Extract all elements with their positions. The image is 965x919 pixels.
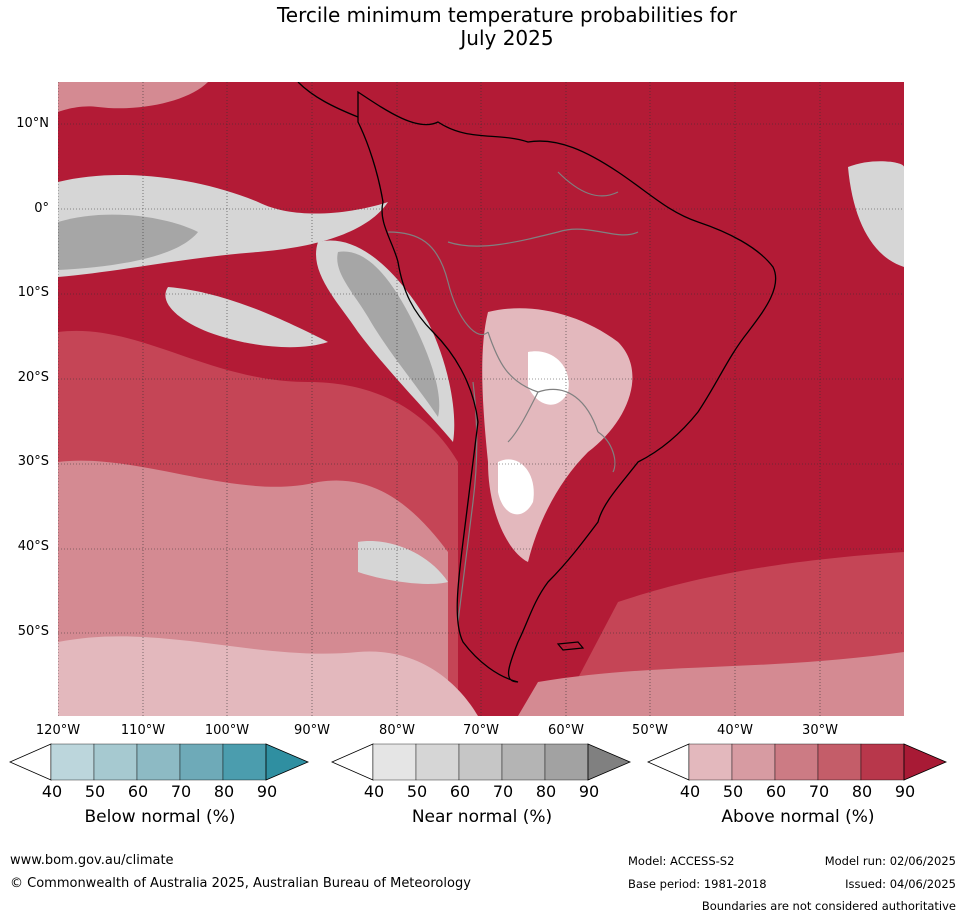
near-bin-2: [458, 743, 503, 781]
boundaries-disclaimer: Boundaries are not considered authoritat…: [701, 899, 956, 913]
above-bin-1: [731, 743, 776, 781]
bom-url[interactable]: www.bom.gov.au/climate: [10, 853, 174, 868]
above-tick-50: 50: [722, 782, 744, 801]
lon-label-50w: 50°W: [632, 723, 668, 738]
country-borders: [387, 171, 639, 623]
north-pale-patch: [58, 82, 208, 112]
above-tick-70: 70: [808, 782, 830, 801]
lon-label-40w: 40°W: [717, 723, 753, 738]
above-lower-extension: [647, 743, 690, 781]
copyright-notice: © Commonwealth of Australia 2025, Austra…: [10, 876, 471, 891]
map-title: Tercile minimum temperature probabilitie…: [0, 4, 965, 50]
below-bin-0: [50, 743, 95, 781]
near-normal-title: Near normal (%): [411, 807, 553, 827]
lat-label-40s: 40°S: [17, 539, 49, 554]
colorbar-near: [331, 743, 633, 785]
lon-label-70w: 70°W: [463, 723, 499, 738]
issued-date: Issued: 04/06/2025: [845, 877, 956, 891]
below-tick-40: 40: [41, 782, 63, 801]
lat-label-30s: 30°S: [17, 454, 49, 469]
east-pacific-near: [848, 161, 904, 267]
south-america-coastline: [357, 90, 777, 683]
below-tick-60: 60: [127, 782, 149, 801]
below-bin-3: [179, 743, 224, 781]
central-america-coastline: [297, 82, 359, 118]
lat-label-10s: 10°S: [17, 285, 49, 300]
lat-label-20s: 20°S: [17, 370, 49, 385]
lon-label-30w: 30°W: [802, 723, 838, 738]
below-normal-title: Below normal (%): [84, 807, 236, 827]
map-gridlines: [58, 82, 904, 716]
lon-label-100w: 100°W: [204, 723, 250, 738]
lat-label-0: 0°: [34, 201, 49, 216]
near-bin-0: [372, 743, 417, 781]
below-tick-50: 50: [84, 782, 106, 801]
lon-label-90w: 90°W: [294, 723, 330, 738]
model-name: Model: ACCESS-S2: [628, 854, 735, 868]
probability-map: [58, 82, 904, 716]
southern-pale-band: [58, 636, 478, 716]
colorbar-below: [9, 743, 311, 785]
below-bin-2: [136, 743, 181, 781]
pacific-near-band: [165, 287, 328, 348]
near-bin-1: [415, 743, 460, 781]
near-tick-70: 70: [492, 782, 514, 801]
below-lower-extension: [9, 743, 52, 781]
near-upper-extension: [587, 743, 632, 781]
lon-label-110w: 110°W: [120, 723, 166, 738]
above-bin-4: [860, 743, 905, 781]
above-tick-90: 90: [894, 782, 916, 801]
near-tick-80: 80: [535, 782, 557, 801]
above-tick-60: 60: [765, 782, 787, 801]
above-bin-0: [688, 743, 733, 781]
lat-label-10n: 10°N: [16, 116, 49, 131]
lon-label-120w: 120°W: [35, 723, 81, 738]
near-tick-90: 90: [578, 782, 600, 801]
near-tick-60: 60: [449, 782, 471, 801]
falkland-islands: [556, 641, 585, 651]
far-south-light: [518, 652, 904, 716]
near-tick-40: 40: [363, 782, 385, 801]
chile-near: [358, 541, 448, 584]
base-period: Base period: 1981-2018: [628, 877, 767, 891]
title-line-2: July 2025: [460, 26, 554, 50]
near-tick-50: 50: [406, 782, 428, 801]
above-upper-extension: [903, 743, 948, 781]
above-normal-title: Above normal (%): [721, 807, 875, 827]
below-tick-70: 70: [170, 782, 192, 801]
near-lower-extension: [331, 743, 374, 781]
lon-label-60w: 60°W: [548, 723, 584, 738]
near-bin-4: [544, 743, 589, 781]
above-tick-40: 40: [679, 782, 701, 801]
argentina-white-patch: [498, 459, 534, 515]
below-tick-90: 90: [256, 782, 278, 801]
above-tick-80: 80: [851, 782, 873, 801]
lat-label-50s: 50°S: [17, 624, 49, 639]
near-bin-3: [501, 743, 546, 781]
equatorial-near: [58, 214, 198, 270]
title-line-1: Tercile minimum temperature probabilitie…: [276, 3, 738, 27]
colorbar-above: [647, 743, 949, 785]
above-bin-3: [817, 743, 862, 781]
below-bin-1: [93, 743, 138, 781]
lon-label-80w: 80°W: [379, 723, 415, 738]
below-upper-extension: [265, 743, 310, 781]
above-bin-2: [774, 743, 819, 781]
model-run-date: Model run: 02/06/2025: [824, 854, 956, 868]
below-bin-4: [222, 743, 267, 781]
below-tick-80: 80: [213, 782, 235, 801]
peru-near: [337, 251, 440, 417]
